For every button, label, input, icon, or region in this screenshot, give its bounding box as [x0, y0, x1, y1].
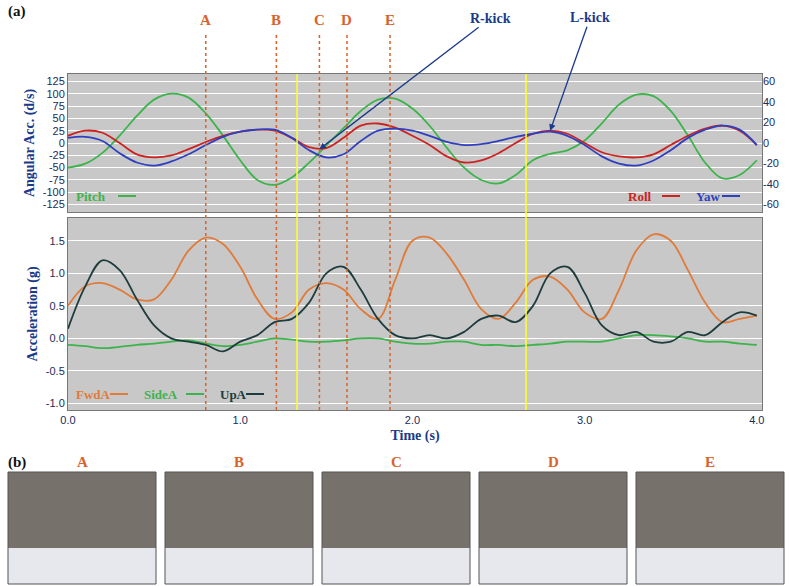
- svg-text:75: 75: [53, 100, 65, 112]
- svg-text:-40: -40: [763, 178, 779, 190]
- svg-text:0: 0: [59, 137, 65, 149]
- svg-text:4.0: 4.0: [749, 414, 764, 426]
- svg-text:Time (s): Time (s): [390, 428, 439, 444]
- svg-text:SideA: SideA: [144, 387, 178, 402]
- svg-text:-125: -125: [43, 198, 65, 210]
- svg-text:Angular Acc. (d/s): Angular Acc. (d/s): [22, 89, 38, 198]
- svg-text:0: 0: [763, 137, 769, 149]
- svg-text:L-kick: L-kick: [570, 10, 610, 25]
- svg-text:125: 125: [46, 75, 64, 87]
- svg-text:Yaw: Yaw: [696, 189, 720, 204]
- svg-text:A: A: [200, 12, 211, 28]
- svg-text:1.5: 1.5: [50, 235, 65, 247]
- svg-text:-50: -50: [49, 161, 65, 173]
- svg-text:A: A: [77, 454, 88, 470]
- svg-text:R-kick: R-kick: [470, 11, 511, 26]
- svg-text:Pitch: Pitch: [76, 189, 106, 204]
- svg-text:C: C: [314, 12, 325, 28]
- svg-text:1.0: 1.0: [50, 267, 65, 279]
- svg-text:-25: -25: [49, 149, 65, 161]
- svg-text:-1.0: -1.0: [46, 397, 65, 409]
- svg-text:(b): (b): [8, 454, 26, 471]
- svg-text:Acceleration (g): Acceleration (g): [25, 266, 41, 362]
- svg-text:0.0: 0.0: [50, 332, 65, 344]
- svg-text:-0.5: -0.5: [46, 365, 65, 377]
- svg-text:2.0: 2.0: [405, 414, 420, 426]
- svg-text:40: 40: [763, 96, 775, 108]
- svg-text:E: E: [385, 12, 395, 28]
- svg-text:E: E: [705, 454, 715, 470]
- svg-text:-60: -60: [763, 198, 779, 210]
- svg-text:C: C: [391, 454, 402, 470]
- svg-text:(a): (a): [8, 3, 26, 20]
- svg-text:25: 25: [53, 125, 65, 137]
- svg-text:Roll: Roll: [628, 189, 652, 204]
- svg-text:B: B: [271, 12, 281, 28]
- svg-text:0.0: 0.0: [60, 414, 75, 426]
- svg-text:-75: -75: [49, 174, 65, 186]
- svg-text:D: D: [548, 454, 559, 470]
- svg-text:1.0: 1.0: [233, 414, 248, 426]
- svg-text:-100: -100: [43, 186, 65, 198]
- svg-text:B: B: [234, 454, 244, 470]
- svg-text:20: 20: [763, 116, 775, 128]
- svg-text:50: 50: [53, 112, 65, 124]
- svg-text:100: 100: [46, 88, 64, 100]
- svg-text:UpA: UpA: [220, 387, 247, 402]
- svg-text:D: D: [341, 12, 352, 28]
- svg-text:60: 60: [763, 75, 775, 87]
- svg-text:3.0: 3.0: [577, 414, 592, 426]
- svg-text:0.5: 0.5: [50, 300, 65, 312]
- svg-text:FwdA: FwdA: [76, 387, 111, 402]
- svg-text:-20: -20: [763, 157, 779, 169]
